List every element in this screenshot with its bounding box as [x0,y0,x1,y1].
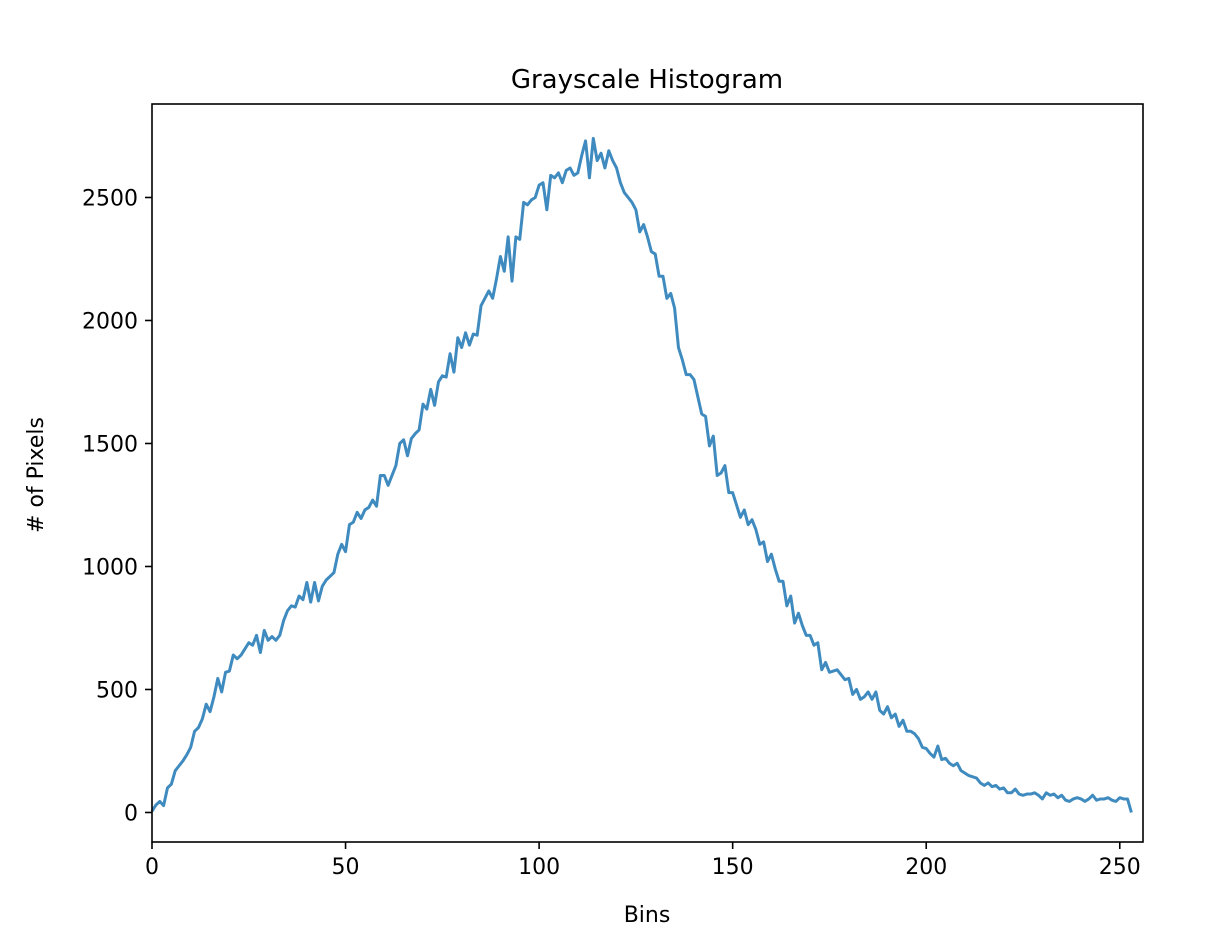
y-tick-label: 1000 [82,555,138,580]
y-tick-label: 0 [124,801,138,826]
y-axis-ticks: 0 500 1000 1500 2000 2500 [82,186,152,826]
y-tick-label: 2000 [82,309,138,334]
plot-area-frame [151,103,1144,843]
x-tick-label: 150 [712,855,754,880]
x-tick-label: 250 [1099,855,1141,880]
x-axis-label: Bins [624,903,671,924]
y-tick-label: 2500 [82,186,138,211]
x-tick-label: 0 [145,855,159,880]
y-axis-label: # of Pixels [24,417,49,533]
series-line [150,136,1133,813]
y-tick-label: 500 [96,678,138,703]
x-tick-label: 100 [518,855,560,880]
x-tick-label: 50 [332,855,360,880]
y-tick-label: 1500 [82,432,138,457]
x-axis-ticks: 0 50 100 150 200 250 [145,842,1141,880]
x-tick-label: 200 [905,855,947,880]
chart-title: Grayscale Histogram [511,65,783,95]
